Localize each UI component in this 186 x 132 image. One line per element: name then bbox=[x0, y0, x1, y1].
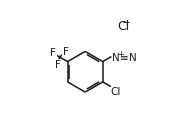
Text: Cl: Cl bbox=[111, 87, 121, 97]
Text: F: F bbox=[50, 48, 56, 58]
Text: +: + bbox=[118, 50, 124, 59]
Text: N$\!\equiv\!$N: N$\!\equiv\!$N bbox=[111, 51, 137, 63]
Text: F: F bbox=[55, 60, 61, 70]
Text: Cl: Cl bbox=[118, 20, 130, 32]
Text: −: − bbox=[121, 18, 130, 28]
Text: F: F bbox=[62, 47, 68, 57]
